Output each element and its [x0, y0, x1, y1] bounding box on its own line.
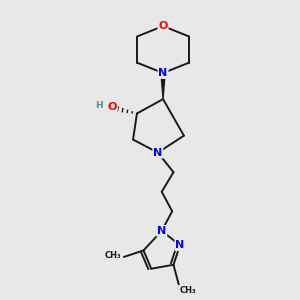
Text: N: N [158, 68, 168, 78]
Text: N: N [176, 240, 184, 250]
Text: O: O [158, 21, 168, 31]
Text: CH₃: CH₃ [180, 286, 196, 295]
Polygon shape [161, 73, 165, 99]
Text: H: H [95, 101, 103, 110]
Text: N: N [157, 226, 167, 236]
Text: O: O [107, 102, 117, 112]
Text: CH₃: CH₃ [105, 251, 121, 260]
Text: N: N [153, 148, 163, 158]
